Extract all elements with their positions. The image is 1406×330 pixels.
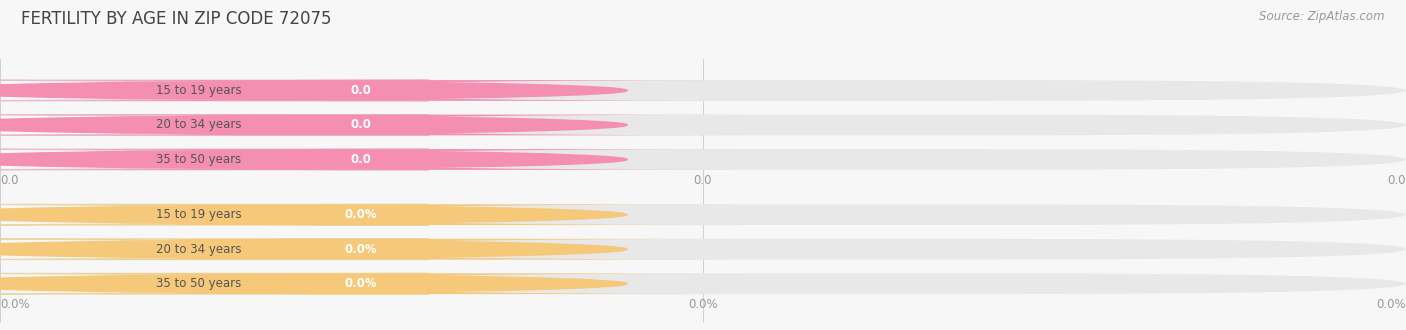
FancyBboxPatch shape	[0, 80, 744, 101]
Text: 0.0: 0.0	[350, 118, 371, 131]
Text: 0.0: 0.0	[1388, 174, 1406, 187]
Text: 0.0%: 0.0%	[0, 298, 30, 311]
Text: 20 to 34 years: 20 to 34 years	[156, 118, 242, 131]
FancyBboxPatch shape	[0, 80, 429, 101]
Text: 20 to 34 years: 20 to 34 years	[156, 243, 242, 256]
Text: 35 to 50 years: 35 to 50 years	[156, 277, 242, 290]
FancyBboxPatch shape	[0, 115, 744, 135]
FancyBboxPatch shape	[0, 273, 744, 294]
Circle shape	[0, 206, 627, 223]
Text: 0.0%: 0.0%	[344, 208, 377, 221]
Circle shape	[0, 275, 627, 292]
FancyBboxPatch shape	[0, 204, 744, 225]
FancyBboxPatch shape	[0, 80, 1406, 101]
FancyBboxPatch shape	[0, 239, 744, 260]
Circle shape	[0, 82, 627, 99]
Text: 0.0%: 0.0%	[344, 277, 377, 290]
Text: 0.0: 0.0	[350, 84, 371, 97]
FancyBboxPatch shape	[0, 149, 1406, 170]
Text: FERTILITY BY AGE IN ZIP CODE 72075: FERTILITY BY AGE IN ZIP CODE 72075	[21, 10, 332, 28]
Text: 35 to 50 years: 35 to 50 years	[156, 153, 242, 166]
Text: 0.0: 0.0	[0, 174, 18, 187]
Text: 15 to 19 years: 15 to 19 years	[156, 208, 242, 221]
FancyBboxPatch shape	[0, 115, 1406, 135]
Circle shape	[0, 116, 627, 134]
Text: 0.0: 0.0	[350, 153, 371, 166]
FancyBboxPatch shape	[0, 149, 744, 170]
Text: 15 to 19 years: 15 to 19 years	[156, 84, 242, 97]
FancyBboxPatch shape	[0, 149, 429, 170]
FancyBboxPatch shape	[0, 239, 429, 260]
FancyBboxPatch shape	[0, 273, 429, 294]
Text: 0.0%: 0.0%	[688, 298, 718, 311]
Text: 0.0: 0.0	[693, 174, 713, 187]
FancyBboxPatch shape	[0, 115, 429, 135]
FancyBboxPatch shape	[0, 239, 1406, 260]
Text: Source: ZipAtlas.com: Source: ZipAtlas.com	[1260, 10, 1385, 23]
FancyBboxPatch shape	[0, 204, 1406, 225]
Circle shape	[0, 241, 627, 258]
Text: 0.0%: 0.0%	[1376, 298, 1406, 311]
FancyBboxPatch shape	[0, 273, 1406, 294]
FancyBboxPatch shape	[0, 204, 429, 225]
Circle shape	[0, 151, 627, 168]
Text: 0.0%: 0.0%	[344, 243, 377, 256]
